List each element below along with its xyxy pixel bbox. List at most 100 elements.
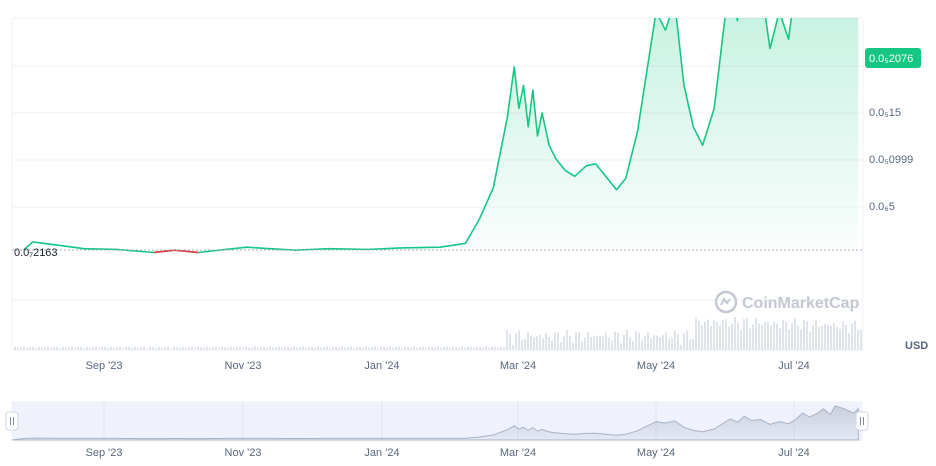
y-tick-label: 0.0₆5 xyxy=(869,201,895,213)
volume-bar xyxy=(44,347,46,350)
volume-bar xyxy=(695,317,697,350)
navigator-handle-left[interactable] xyxy=(5,411,19,431)
volume-bar xyxy=(317,346,319,350)
volume-bar xyxy=(389,346,391,350)
volume-bar xyxy=(500,346,502,350)
volume-bar xyxy=(611,340,613,350)
volume-bar xyxy=(482,347,484,350)
y-axis-unit: USD xyxy=(905,340,928,352)
navigator-x-tick-label: Jan '24 xyxy=(364,447,399,459)
volume-bar xyxy=(323,347,325,350)
volume-bar xyxy=(320,347,322,350)
volume-bar xyxy=(305,348,307,350)
volume-bar xyxy=(68,347,70,350)
volume-bar xyxy=(23,346,25,350)
volume-bar xyxy=(257,348,259,350)
volume-bar xyxy=(626,330,628,350)
current-price-label: 0.0₅2076 xyxy=(869,53,913,65)
volume-bar xyxy=(152,347,154,350)
x-tick-label: Mar '24 xyxy=(500,360,536,372)
volume-bar xyxy=(74,348,76,350)
volume-bar xyxy=(101,346,103,350)
volume-bar xyxy=(227,347,229,350)
volume-bar xyxy=(200,347,202,350)
y-axis-ticks: 0.0₅15 0.0₅0999 0.0₆5 xyxy=(869,107,913,213)
volume-bar xyxy=(860,329,862,350)
x-tick-label: Nov '23 xyxy=(225,360,262,372)
volume-bar xyxy=(77,346,79,350)
volume-bar xyxy=(116,347,118,350)
range-navigator[interactable] xyxy=(5,401,869,441)
volume-bar xyxy=(254,346,256,350)
volume-bar xyxy=(341,346,343,350)
volume-bar xyxy=(758,323,760,350)
volume-bar xyxy=(440,347,442,350)
navigator-x-tick-label: Nov '23 xyxy=(225,447,262,459)
volume-bar xyxy=(356,346,358,350)
volume-bar xyxy=(641,340,643,350)
volume-bar xyxy=(773,321,775,350)
volume-bar xyxy=(92,347,94,350)
volume-bar xyxy=(434,347,436,350)
volume-bar xyxy=(587,331,589,350)
volume-bar xyxy=(17,347,19,350)
volume-bar xyxy=(563,336,565,350)
volume-bar xyxy=(230,346,232,350)
price-line-down-segments xyxy=(153,249,199,254)
volume-bar xyxy=(749,328,751,350)
volume-bar xyxy=(845,324,847,350)
price-line xyxy=(23,18,793,254)
volume-bar xyxy=(275,347,277,350)
volume-bar xyxy=(38,346,40,350)
volume-bar xyxy=(65,347,67,350)
volume-bar xyxy=(785,321,787,350)
volume-bar xyxy=(167,346,169,350)
volume-bar xyxy=(734,317,736,350)
volume-bar xyxy=(713,320,715,350)
volume-bar xyxy=(491,346,493,350)
volume-bar xyxy=(308,346,310,350)
volume-bar xyxy=(419,347,421,350)
volume-bar xyxy=(797,325,799,350)
volume-bar xyxy=(413,346,415,350)
volume-bar xyxy=(329,348,331,350)
volume-bar xyxy=(26,348,28,350)
volume-bar xyxy=(764,322,766,350)
volume-bar xyxy=(674,330,676,350)
volume-bar xyxy=(743,318,745,350)
volume-bar xyxy=(302,346,304,350)
volume-bar xyxy=(146,348,148,350)
volume-bar xyxy=(71,346,73,350)
volume-bar xyxy=(428,346,430,350)
volume-bar xyxy=(293,346,295,350)
volume-bar xyxy=(728,326,730,350)
navigator-handle-right[interactable] xyxy=(855,411,869,431)
volume-bar xyxy=(665,332,667,350)
baseline-label: 0.0₇2163 xyxy=(14,247,58,259)
volume-bar xyxy=(137,347,139,350)
volume-bar xyxy=(368,347,370,350)
volume-bar xyxy=(128,347,130,350)
volume-bar xyxy=(701,325,703,350)
volume-bar xyxy=(398,346,400,350)
volume-bar xyxy=(416,347,418,350)
volume-bar xyxy=(806,321,808,350)
volume-bar xyxy=(14,346,16,350)
volume-bar xyxy=(488,348,490,350)
volume-bar xyxy=(245,346,247,350)
volume-bar xyxy=(620,343,622,350)
volume-bar xyxy=(470,346,472,350)
volume-bar xyxy=(269,346,271,350)
volume-bar xyxy=(359,347,361,350)
volume-bar xyxy=(761,325,763,350)
volume-bar xyxy=(821,325,823,350)
volume-bar xyxy=(521,339,523,350)
volume-bar xyxy=(467,346,469,350)
volume-bar xyxy=(824,323,826,350)
volume-bar xyxy=(326,346,328,350)
volume-bar xyxy=(161,347,163,350)
navigator-area xyxy=(11,405,859,441)
volume-bar xyxy=(410,347,412,350)
volume-bar xyxy=(599,335,601,350)
